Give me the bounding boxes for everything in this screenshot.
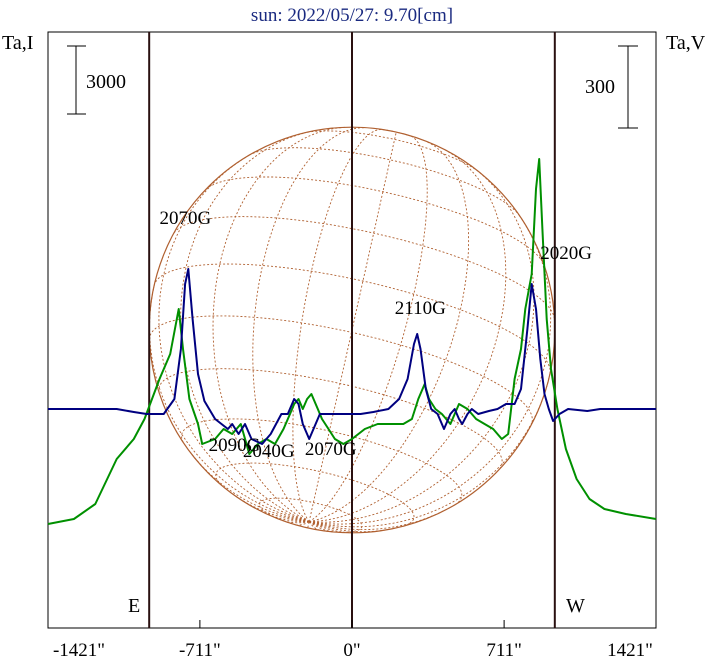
- peak-annotation: 2070G: [159, 208, 211, 229]
- x-tick-label: -711": [179, 640, 221, 661]
- latitude-line: [148, 315, 533, 425]
- limb-label-west: W: [566, 595, 585, 617]
- series-line: [48, 268, 656, 445]
- longitude-line: [292, 129, 383, 523]
- x-tick-label: -1421": [53, 640, 105, 661]
- latitude-line: [181, 418, 463, 504]
- latitude-line: [303, 130, 481, 173]
- right-scale-label: 300: [585, 76, 615, 98]
- longitude-line: [308, 140, 470, 523]
- x-tick-label: 1421": [607, 640, 653, 661]
- longitude-line: [308, 135, 428, 523]
- peak-annotation: 2070G: [305, 439, 357, 460]
- series-line: [47, 158, 657, 525]
- longitude-line: [233, 494, 310, 523]
- left-scale-label: 3000: [86, 71, 126, 93]
- x-tick-label: 0": [343, 640, 360, 661]
- limb-label-east: E: [128, 595, 140, 617]
- latitude-line: [215, 462, 415, 527]
- latitude-line: [248, 147, 520, 216]
- longitude-line: [307, 521, 310, 528]
- peak-annotation: 2110G: [395, 298, 446, 319]
- left-axis-label: Ta,I: [2, 32, 33, 54]
- x-axis-ticks: -1421" -711" 0" 711" 1421": [47, 620, 657, 661]
- peak-annotation: 2040G: [243, 441, 295, 462]
- longitude-line: [309, 374, 551, 528]
- longitude-line: [309, 149, 507, 523]
- latitude-line: [382, 129, 410, 136]
- peak-annotation: 2020G: [540, 243, 592, 264]
- longitude-line: [158, 154, 310, 523]
- longitude-line: [308, 521, 353, 534]
- series-layer: [47, 158, 657, 525]
- longitude-line: [308, 521, 390, 533]
- longitude-line: [308, 521, 334, 533]
- latitude-line: [258, 497, 363, 533]
- latitude-line: [205, 176, 545, 266]
- x-tick-label: 711": [486, 640, 522, 661]
- reference-lines: [148, 32, 556, 628]
- longitude-line: [309, 215, 552, 525]
- right-axis-label: Ta,V: [666, 32, 706, 54]
- longitude-line: [308, 131, 397, 522]
- longitude-line: [309, 170, 535, 523]
- peak-annotation: 2090G: [209, 435, 261, 456]
- solar-disk-grid: [148, 126, 556, 534]
- chart-title: sun: 2022/05/27: 9.70[cm]: [251, 5, 453, 26]
- right-scale-bar: [618, 45, 638, 129]
- longitude-line: [282, 520, 310, 524]
- longitude-line: [180, 132, 310, 523]
- longitude-line: [189, 452, 310, 523]
- latitude-line: [173, 216, 555, 319]
- left-scale-bar: [67, 45, 86, 115]
- longitude-line: [149, 285, 310, 523]
- longitude-line: [308, 509, 447, 531]
- latitude-line: [153, 263, 551, 375]
- longitude-line: [212, 126, 345, 523]
- longitude-line: [265, 512, 310, 523]
- longitude-line: [252, 127, 366, 523]
